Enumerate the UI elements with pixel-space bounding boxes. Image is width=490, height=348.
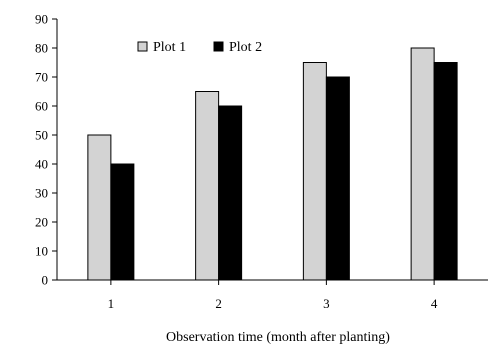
bar-plot-1-4 [410,47,435,281]
y-tick-label: 20 [35,215,48,230]
y-tick-label: 80 [35,41,48,56]
y-tick-label: 10 [35,244,48,259]
bars [87,47,458,281]
x-tick-label: 4 [431,296,438,311]
y-axis-ticks: 0 10 20 30 40 50 60 70 80 90 [35,12,57,288]
y-tick-label: 90 [35,12,48,27]
bar-plot-2-3 [325,76,350,281]
y-tick-label: 30 [35,186,48,201]
bar-plot-2-2 [218,105,243,281]
bar-plot-1-1 [87,134,112,281]
legend-label: Plot 2 [229,40,262,55]
legend-swatch [137,41,148,52]
x-axis-ticks: 1 2 3 4 [108,280,438,311]
bar-plot-2-4 [433,62,458,281]
y-tick-label: 60 [35,99,48,114]
bar-plot-1-3 [302,62,327,281]
y-tick-label: 50 [35,128,48,143]
y-tick-label: 0 [42,273,49,288]
legend-label: Plot 1 [153,40,186,55]
x-tick-label: 2 [215,296,222,311]
x-tick-label: 1 [108,296,115,311]
bar-plot-1-2 [195,91,220,281]
y-tick-label: 70 [35,70,48,85]
y-tick-label: 40 [35,157,48,172]
x-axis-title: Observation time (month after planting) [166,330,390,345]
bar-plot-2-1 [110,163,135,281]
legend: Plot 1 Plot 2 [137,40,262,55]
x-tick-label: 3 [323,296,330,311]
legend-swatch [213,41,224,52]
